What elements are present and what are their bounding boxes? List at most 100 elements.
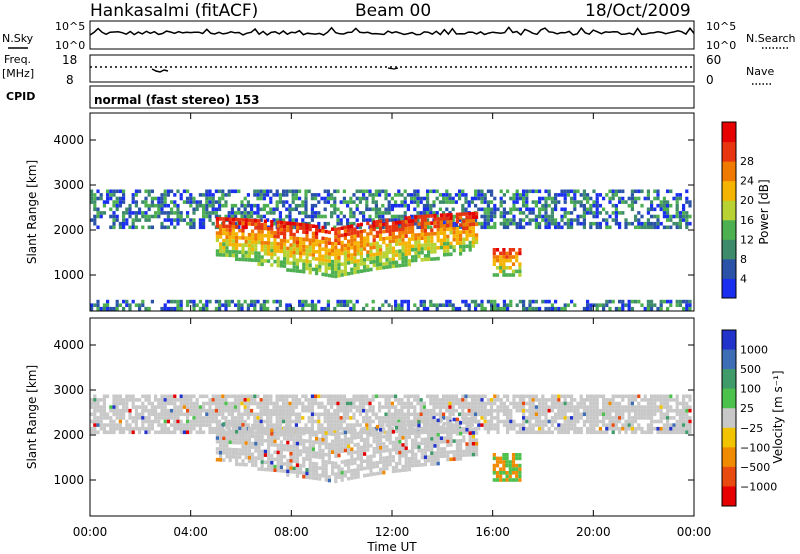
data-cell <box>128 408 132 413</box>
data-cell <box>528 423 532 427</box>
data-cell <box>109 207 113 212</box>
data-cell <box>423 232 427 237</box>
data-cell <box>634 200 638 204</box>
data-cell <box>286 246 290 251</box>
data-cell <box>566 303 570 307</box>
data-cell <box>411 258 415 263</box>
data-cell <box>416 306 420 311</box>
data-cell <box>93 416 97 420</box>
data-cell <box>477 189 481 194</box>
data-cell <box>227 419 231 424</box>
data-cell <box>634 426 638 431</box>
data-cell <box>331 270 335 275</box>
data-cell <box>221 394 225 399</box>
data-cell <box>283 249 287 254</box>
data-cell <box>326 419 330 424</box>
data-cell <box>314 419 318 424</box>
data-cell <box>414 218 418 223</box>
data-cell <box>350 228 354 232</box>
data-cell <box>289 459 293 463</box>
data-cell <box>675 196 679 201</box>
data-cell <box>350 267 354 272</box>
data-cell <box>315 228 319 232</box>
data-cell <box>291 189 295 194</box>
data-cell <box>347 243 351 247</box>
data-cell <box>299 244 303 248</box>
data-cell <box>477 405 481 409</box>
data-cell <box>279 447 283 451</box>
data-cell <box>611 218 615 222</box>
data-cell <box>436 458 440 462</box>
data-cell <box>308 270 312 275</box>
data-cell <box>454 306 458 311</box>
data-cell <box>141 423 145 427</box>
data-cell <box>685 426 689 431</box>
data-cell <box>238 221 242 226</box>
data-cell <box>231 437 235 441</box>
data-cell <box>321 466 325 471</box>
data-cell <box>327 230 331 235</box>
data-cell <box>314 196 318 201</box>
data-cell <box>682 306 686 311</box>
data-cell <box>682 203 686 208</box>
data-cell <box>448 196 452 201</box>
data-cell <box>465 244 469 249</box>
data-cell <box>349 207 353 212</box>
colorbar-segment <box>722 258 736 279</box>
data-cell <box>547 218 551 222</box>
data-cell <box>608 401 612 406</box>
data-cell <box>337 263 341 267</box>
data-cell <box>323 405 327 409</box>
data-cell <box>429 408 433 413</box>
data-cell <box>634 416 638 420</box>
data-cell <box>205 306 209 311</box>
data-cell <box>433 440 437 445</box>
data-cell <box>403 211 407 215</box>
data-cell <box>480 189 484 194</box>
data-cell <box>404 263 408 267</box>
data-cell <box>342 200 346 204</box>
data-cell <box>675 412 679 417</box>
data-cell <box>391 264 395 269</box>
data-cell <box>324 445 328 450</box>
data-cell <box>292 232 296 237</box>
data-cell <box>468 219 472 223</box>
data-cell <box>653 303 657 307</box>
data-cell <box>602 306 606 311</box>
data-cell <box>630 401 634 406</box>
data-cell <box>246 405 250 409</box>
data-cell <box>611 416 615 420</box>
data-cell <box>305 453 309 458</box>
data-cell <box>646 225 650 230</box>
data-cell <box>378 416 382 420</box>
data-cell <box>166 426 170 431</box>
data-cell <box>218 412 222 417</box>
data-cell <box>621 200 625 204</box>
data-cell <box>366 239 370 244</box>
data-cell <box>563 416 567 420</box>
data-cell <box>586 430 590 435</box>
data-cell <box>605 423 609 427</box>
data-cell <box>304 430 308 435</box>
data-cell <box>608 408 612 413</box>
data-cell <box>163 419 167 424</box>
data-cell <box>308 245 312 250</box>
data-cell <box>404 241 408 246</box>
data-cell <box>179 412 183 417</box>
data-cell <box>436 429 440 433</box>
data-cell <box>362 193 366 197</box>
data-cell <box>266 398 270 402</box>
data-cell <box>307 426 311 431</box>
data-cell <box>282 405 286 409</box>
data-cell <box>407 223 411 227</box>
data-cell <box>470 398 474 402</box>
data-cell <box>659 306 663 311</box>
data-cell <box>436 451 440 455</box>
data-cell <box>311 249 315 254</box>
data-cell <box>518 211 522 215</box>
data-cell <box>416 218 420 222</box>
data-cell <box>423 423 427 427</box>
data-cell <box>451 394 455 399</box>
data-cell <box>496 398 500 402</box>
data-cell <box>531 207 535 212</box>
